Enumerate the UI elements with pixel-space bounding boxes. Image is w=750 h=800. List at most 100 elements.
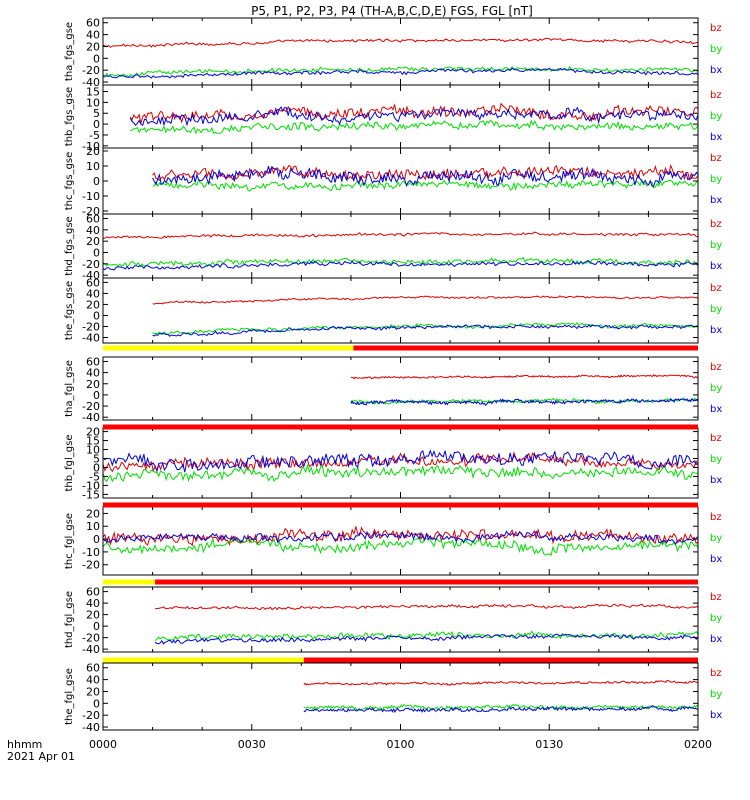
series-bz-line — [102, 231, 699, 239]
series-bx-line — [154, 633, 699, 645]
y-tick-label: 5 — [93, 107, 100, 120]
legend-by: by — [710, 44, 722, 55]
y-axis-label: thd_fgs_gse — [64, 216, 75, 275]
y-tick-label: 10 — [86, 520, 100, 533]
series-bx-line — [102, 259, 699, 271]
series-by-line — [303, 703, 699, 711]
y-tick-label: -10 — [82, 546, 100, 559]
y-axis-label: tha_fgs_gse — [64, 22, 75, 81]
y-tick-label: 10 — [86, 96, 100, 109]
y-tick-label: -10 — [82, 140, 100, 153]
series-bx-line — [102, 67, 699, 79]
mode-bar-red — [353, 345, 698, 351]
panel-thc_fgs_gse: 20 10 0 -10 -20 thc_fgs_gse bz by bx — [64, 145, 722, 218]
y-tick-label: 40 — [86, 367, 100, 380]
y-tick-label: 20 — [86, 145, 100, 158]
legend-by: by — [710, 613, 722, 624]
y-tick-label: -40 — [82, 76, 100, 89]
legend-bx: bx — [710, 475, 722, 486]
series-bx-line — [152, 324, 699, 337]
y-tick-label: 0 — [93, 52, 100, 65]
y-tick-label: 15 — [86, 435, 100, 448]
y-tick-label: 0 — [93, 389, 100, 402]
legend-bz: bz — [710, 512, 722, 523]
mode-bar — [103, 345, 698, 351]
legend-bx: bx — [710, 65, 722, 76]
series-bz-line — [129, 102, 699, 124]
y-tick-label: -5 — [89, 470, 100, 483]
panel-frame — [102, 586, 699, 653]
y-tick-label: 40 — [86, 29, 100, 42]
y-tick-label: 20 — [86, 609, 100, 622]
legend-by: by — [710, 689, 722, 700]
mode-bar-red — [303, 657, 698, 663]
legend-bz: bz — [710, 362, 722, 373]
x-tick-label: 0030 — [238, 738, 266, 751]
y-tick-label: 20 — [86, 235, 100, 248]
legend-bz: bz — [710, 23, 722, 34]
series-bx-line — [129, 106, 699, 127]
y-tick-label: 20 — [86, 378, 100, 391]
series-bz-line — [155, 603, 699, 611]
series-by-line — [152, 178, 699, 192]
y-tick-label: -40 — [82, 643, 100, 656]
x-tick-label: 0100 — [387, 738, 415, 751]
y-tick-label: 60 — [86, 586, 100, 599]
mode-bar-yellow — [103, 657, 304, 663]
legend-bz: bz — [710, 433, 722, 444]
footer-hhmm: hhmm — [7, 738, 42, 751]
mode-bar-red — [103, 502, 698, 508]
y-tick-label: -40 — [82, 331, 100, 344]
series-bx-line — [303, 705, 699, 714]
y-tick-label: 60 — [86, 17, 100, 30]
series-by-line — [152, 321, 699, 336]
legend-bz: bz — [710, 219, 722, 230]
mode-bar — [103, 424, 698, 430]
y-tick-label: 0 — [93, 620, 100, 633]
legend-by: by — [710, 454, 722, 465]
series-by-line — [102, 537, 699, 557]
y-tick-label: -10 — [82, 190, 100, 203]
legend-bx: bx — [710, 195, 722, 206]
y-tick-label: 40 — [86, 224, 100, 237]
panel-frame — [102, 356, 699, 421]
y-axis-label: thc_fgl_gse — [64, 513, 75, 569]
y-tick-label: 20 — [86, 507, 100, 520]
legend-by: by — [710, 304, 722, 315]
y-tick-label: 0 — [93, 247, 100, 260]
legend-bz: bz — [710, 283, 722, 294]
y-tick-label: -20 — [82, 64, 100, 77]
y-tick-label: 40 — [86, 287, 100, 300]
y-tick-label: 60 — [86, 276, 100, 289]
series-by-line — [102, 463, 699, 483]
mode-bar-red — [155, 579, 698, 585]
panel-frame — [102, 662, 699, 731]
y-tick-label: 0 — [93, 118, 100, 131]
panel-frame — [102, 506, 699, 576]
series-bx-line — [102, 449, 699, 473]
y-tick-label: 0 — [93, 461, 100, 474]
y-tick-label: 0 — [93, 533, 100, 546]
y-axis-label: thc_fgs_gse — [64, 152, 75, 211]
y-tick-label: 40 — [86, 597, 100, 610]
y-tick-label: -10 — [82, 479, 100, 492]
y-axis-label: the_fgl_gse — [64, 668, 75, 725]
y-axis-label: the_fgs_gse — [64, 281, 75, 340]
series-bx-line — [350, 397, 699, 407]
legend-bx: bx — [710, 634, 722, 645]
mode-bar — [103, 579, 698, 585]
y-tick-label: -20 — [82, 320, 100, 333]
y-axis-label: thd_fgl_gse — [64, 591, 75, 648]
y-tick-label: 0 — [93, 697, 100, 710]
x-axis: 0000 0030 0100 0130 0200 — [89, 738, 712, 751]
panel-frame — [102, 213, 699, 279]
legend-by: by — [710, 383, 722, 394]
legend-by: by — [710, 111, 722, 122]
